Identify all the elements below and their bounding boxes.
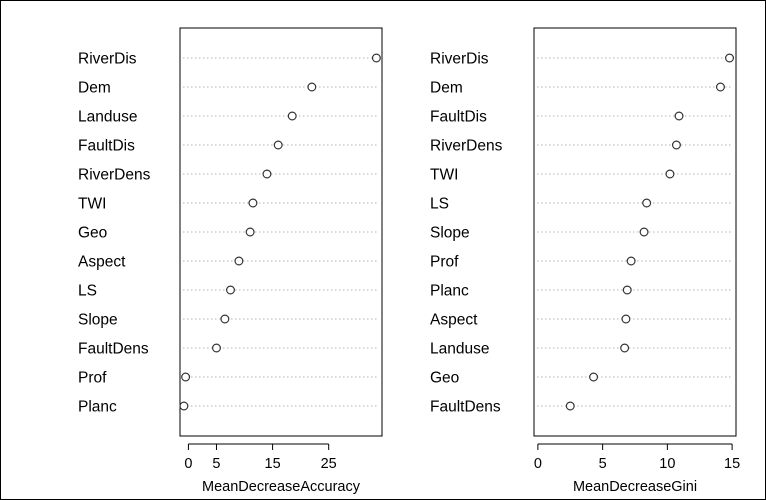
data-point <box>226 285 236 295</box>
variable-label: Geo <box>78 225 107 242</box>
data-point <box>262 169 272 179</box>
x-tick-label: 0 <box>184 456 192 472</box>
variable-label: RiverDens <box>78 167 151 184</box>
x-tick-label: 15 <box>265 456 281 472</box>
data-point <box>179 401 189 411</box>
data-point <box>589 372 599 382</box>
variable-label: LS <box>430 196 449 213</box>
data-point <box>371 53 381 63</box>
variable-label: FaultDens <box>78 341 149 358</box>
variable-label: Landuse <box>430 341 489 358</box>
data-point <box>622 285 632 295</box>
data-point <box>287 111 297 121</box>
data-point <box>626 256 636 266</box>
data-point <box>671 140 681 150</box>
data-point <box>181 372 191 382</box>
data-point <box>234 256 244 266</box>
variable-label: TWI <box>430 167 458 184</box>
x-axis-title: MeanDecreaseGini <box>573 479 697 495</box>
plot-frame <box>179 27 383 437</box>
data-point <box>273 140 283 150</box>
variable-label: RiverDis <box>430 51 489 68</box>
data-point <box>220 314 230 324</box>
variable-label: Aspect <box>78 254 126 271</box>
variable-label: Aspect <box>430 312 478 329</box>
x-tick-label: 25 <box>321 456 337 472</box>
data-point <box>307 82 317 92</box>
data-point <box>715 82 725 92</box>
variable-label: Prof <box>78 370 107 387</box>
variable-label: FaultDens <box>430 399 501 416</box>
variable-label: Dem <box>430 80 463 97</box>
x-axis-title: MeanDecreaseAccuracy <box>202 479 361 495</box>
x-tick-label: 5 <box>599 456 607 472</box>
variable-label: TWI <box>78 196 106 213</box>
data-point <box>620 343 630 353</box>
panel-mean-decrease-gini: RiverDis Dem FaultDis RiverDens TWI LS Slope Pr… <box>430 27 740 495</box>
data-point <box>665 169 675 179</box>
data-point <box>639 227 649 237</box>
x-tick-label: 0 <box>534 456 542 472</box>
variable-label: Slope <box>430 225 470 242</box>
variable-label: Geo <box>430 370 459 387</box>
data-point <box>248 198 258 208</box>
x-tick-label: 5 <box>212 456 220 472</box>
data-point <box>245 227 255 237</box>
variable-label: RiverDens <box>430 138 503 155</box>
variable-label: Planc <box>430 283 469 300</box>
data-point <box>725 53 735 63</box>
variable-label: RiverDis <box>78 51 137 68</box>
data-point <box>211 343 221 353</box>
x-tick-label: 10 <box>659 456 675 472</box>
variable-label: LS <box>78 283 97 300</box>
variable-label: FaultDis <box>430 109 487 126</box>
plot-frame <box>533 27 737 437</box>
variable-label: Slope <box>78 312 118 329</box>
data-point <box>674 111 684 121</box>
variable-label: Planc <box>78 399 117 416</box>
variable-label: Landuse <box>78 109 137 126</box>
variable-label: Prof <box>430 254 459 271</box>
data-point <box>565 401 575 411</box>
data-point <box>642 198 652 208</box>
variable-label: Dem <box>78 80 111 97</box>
x-tick-label: 15 <box>724 456 740 472</box>
panel-mean-decrease-accuracy: RiverDis Dem Landuse FaultDis RiverDens TWI Ge… <box>78 27 383 495</box>
data-point <box>621 314 631 324</box>
variable-label: FaultDis <box>78 138 135 155</box>
